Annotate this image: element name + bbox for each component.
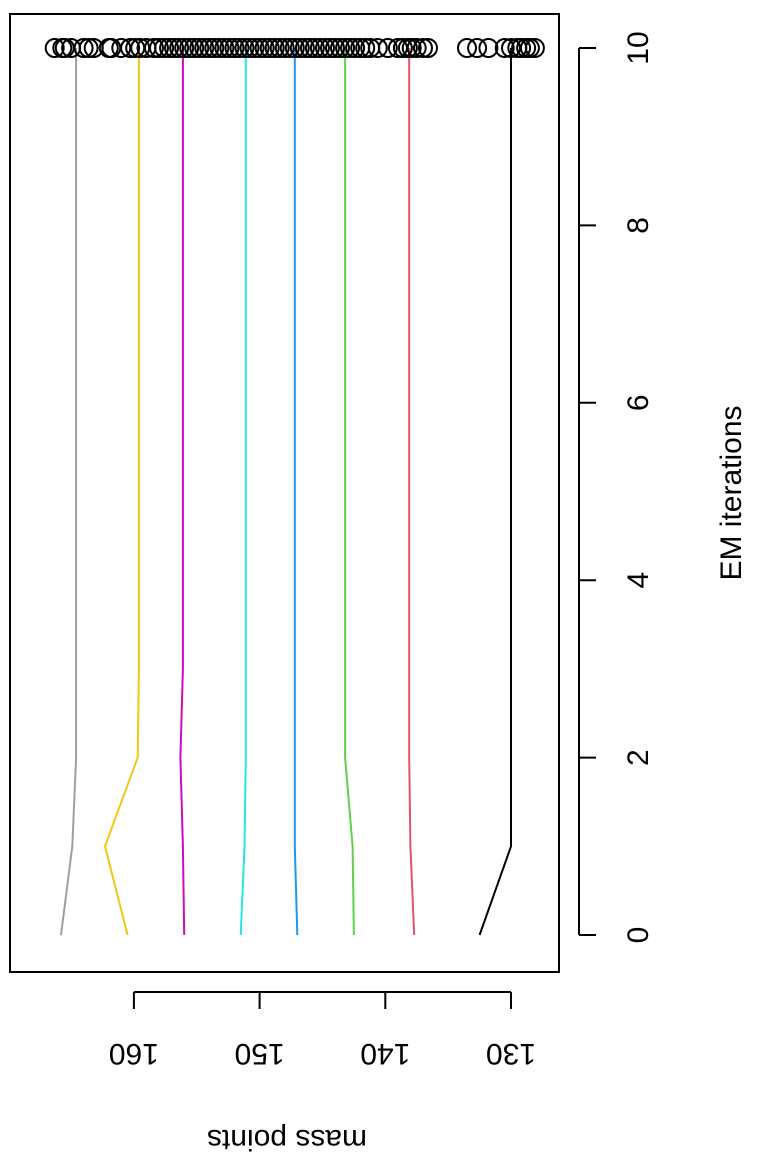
data-point-46 [299,38,320,58]
data-point-55 [345,38,366,58]
series-line-1 [478,48,512,936]
data-point-32 [229,38,250,58]
data-point-66 [413,38,433,58]
series-line-6 [179,48,186,936]
y-axis: 130 140 150 160 [109,991,536,1070]
data-point-53 [335,38,356,58]
data-point-50 [320,38,340,58]
data-point-65 [406,38,427,58]
data-point-34 [239,38,260,58]
x-tick-label-0: 0 [622,927,655,944]
series-line-2 [408,48,416,936]
data-point-16 [149,38,169,58]
data-point-68 [457,38,477,58]
data-point-49 [315,38,335,58]
data-point-22 [179,38,200,58]
data-point-27 [204,38,225,58]
series-line-5 [239,48,247,936]
data-point-5 [73,38,94,58]
data-point-44 [289,38,310,58]
x-tick-label-4: 4 [622,572,655,589]
series-lines [60,48,512,936]
data-point-33 [234,38,255,58]
data-point-18 [159,38,180,58]
series-line-4 [293,48,299,936]
data-point-37 [254,38,275,58]
y-tick-label-140: 140 [360,1037,410,1070]
data-point-11 [120,38,141,58]
data-point-70 [478,38,499,58]
x-tick-label-6: 6 [622,394,655,411]
plot-frame [9,13,560,973]
x-tick-label-8: 8 [622,217,655,234]
series-line-7 [103,48,140,936]
data-point-28 [209,38,230,58]
x-axis: 0 2 4 6 8 10 [578,31,655,944]
data-point-41 [274,38,295,58]
data-point-62 [392,38,413,58]
data-point-38 [259,38,280,58]
data-point-48 [309,38,330,58]
data-point-6 [78,38,99,58]
y-tick-label-130: 130 [486,1037,536,1070]
data-point-57 [355,38,376,58]
data-point-59 [367,38,388,58]
data-point-31 [224,38,245,58]
data-point-71 [494,38,515,58]
data-point-1 [44,38,65,58]
data-point-21 [174,38,195,58]
data-point-40 [269,38,290,58]
y-tick-label-160: 160 [109,1037,159,1070]
data-point-69 [467,38,488,58]
data-point-42 [279,38,300,58]
data-point-24 [189,38,210,58]
data-point-15 [144,38,164,58]
data-point-20 [169,38,190,58]
data-point-54 [340,38,361,58]
data-points [44,38,545,58]
series-line-3 [344,48,355,936]
data-point-76 [519,38,540,58]
data-point-45 [294,38,315,58]
data-point-74 [511,38,532,58]
data-point-23 [184,38,205,58]
data-point-60 [377,38,398,58]
data-point-64 [401,38,422,58]
data-point-29 [214,38,235,58]
data-point-43 [284,38,305,58]
y-axis-title: mass points [207,1123,367,1156]
data-point-35 [244,38,265,58]
data-point-47 [304,38,325,58]
x-tick-label-2: 2 [622,749,655,766]
data-point-17 [154,38,175,58]
data-point-77 [524,38,545,58]
data-point-19 [164,38,185,58]
series-line-8 [60,48,78,936]
data-point-39 [264,38,285,58]
x-axis-title: EM iterations [715,405,748,580]
data-point-30 [219,38,240,58]
data-point-67 [418,38,438,58]
data-point-25 [194,38,215,58]
data-point-51 [325,38,345,58]
y-tick-label-150: 150 [235,1037,285,1070]
x-tick-label-10: 10 [622,31,655,64]
data-point-52 [330,38,350,58]
data-point-36 [249,38,270,58]
data-point-26 [199,38,220,58]
